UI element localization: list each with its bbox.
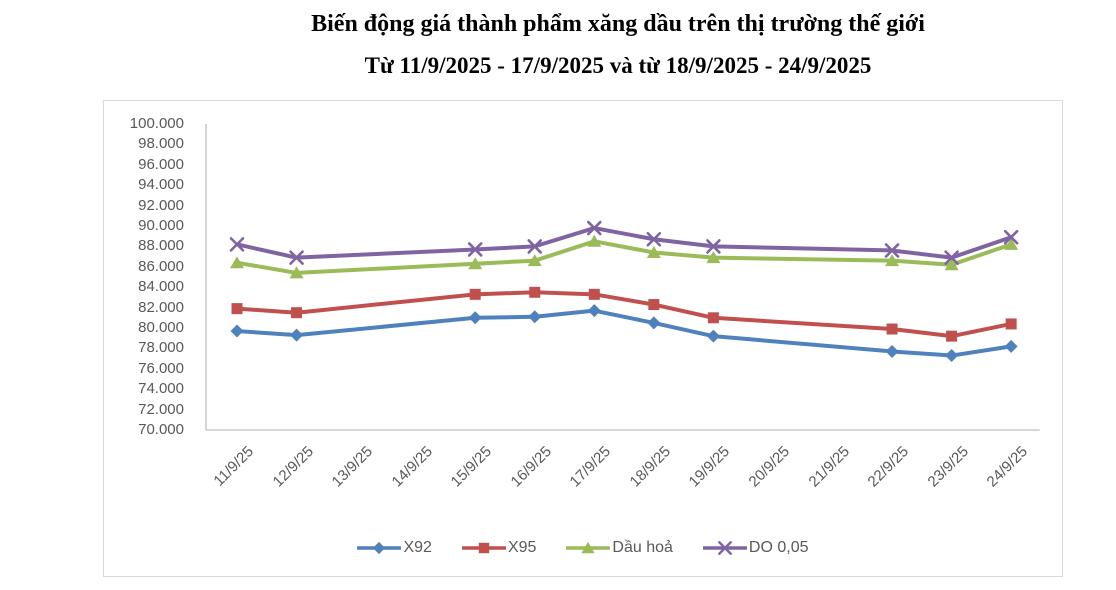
data-point-marker-triangle (885, 254, 900, 267)
y-tick-label: 98.000 (138, 135, 184, 153)
line-chart-plot (205, 124, 1040, 431)
data-point-marker-diamond (587, 304, 601, 318)
series-line (235, 290, 1014, 339)
data-point-marker-x (527, 239, 543, 254)
data-point-marker-square (529, 286, 541, 298)
series-x92 (230, 304, 1018, 363)
y-tick-label: 88.000 (138, 237, 184, 255)
y-tick-label: 80.000 (138, 319, 184, 336)
data-point-marker-square (231, 303, 243, 315)
data-point-marker-x (229, 237, 245, 252)
chart-title-line1: Biến động giá thành phẩm xăng dầu trên t… (311, 11, 925, 37)
data-point-marker-triangle (706, 251, 721, 264)
data-point-marker-square (648, 299, 660, 311)
y-tick-label: 96.000 (138, 155, 184, 173)
legend-item-do-0-05: DO 0,05 (702, 539, 809, 557)
y-tick-label: 82.000 (138, 298, 184, 316)
data-point-marker-square (886, 323, 898, 335)
data-point-marker-x (706, 239, 721, 254)
data-point-marker-diamond (885, 344, 899, 358)
series-x95 (231, 286, 1017, 342)
data-point-marker-diamond (230, 324, 244, 338)
data-point-marker-triangle (587, 234, 602, 247)
y-tick-label: 74.000 (138, 380, 184, 398)
series-do-0-05 (229, 220, 1019, 265)
data-point-marker-triangle (230, 256, 244, 269)
chart-title: Biến động giá thành phẩm xăng dầu trên t… (120, 8, 1116, 81)
y-tick-label: 90.000 (138, 217, 184, 234)
data-point-marker-triangle (1004, 237, 1019, 250)
data-point-marker-triangle (468, 257, 483, 270)
data-point-marker-square (1005, 318, 1017, 330)
data-point-marker-diamond (945, 349, 959, 363)
chart-frame: 100.000 98.000 96.000 94.000 92.000 90.000 88.… (103, 100, 1063, 577)
data-point-marker-diamond (706, 329, 720, 343)
data-point-marker-diamond (528, 310, 542, 324)
data-point-marker-diamond (647, 316, 661, 330)
y-tick-label: 84.000 (138, 278, 184, 296)
data-point-marker-x (884, 243, 900, 258)
data-point-marker-x (587, 220, 602, 236)
legend-marker-triangle-icon (566, 541, 611, 554)
legend-label: DO 0,05 (748, 539, 809, 556)
legend-marker-diamond-icon (357, 541, 402, 555)
data-point-marker-x (944, 250, 959, 265)
data-point-marker-square (707, 312, 719, 324)
data-point-marker-square (588, 288, 600, 300)
data-point-marker-square (946, 330, 958, 342)
data-point-marker-x (1003, 229, 1019, 245)
series-line (235, 308, 1014, 358)
chart-title-line2: Từ 11/9/2025 - 17/9/2025 và từ 18/9/2025… (364, 53, 872, 79)
data-point-marker-triangle (944, 258, 959, 271)
series-line (235, 239, 1014, 275)
data-point-marker-triangle (289, 266, 304, 279)
data-point-marker-triangle (527, 254, 542, 267)
data-point-marker-square (291, 307, 303, 319)
chart-legend: X92 X95 Dầu hoả DO 0,05 (104, 537, 1062, 559)
y-tick-label: 78.000 (138, 339, 184, 357)
y-tick-label: 72.000 (138, 400, 184, 418)
legend-marker-x-icon (702, 541, 747, 555)
legend-item-d-u-ho-: Dầu hoả (566, 539, 673, 557)
data-point-marker-x (646, 231, 662, 247)
legend-label: Dầu hoả (612, 539, 673, 556)
legend-label: X95 (507, 539, 537, 556)
legend-item-x95: X95 (461, 539, 537, 557)
legend-marker-square-icon (461, 542, 506, 554)
y-tick-label: 92.000 (138, 196, 184, 214)
data-point-marker-diamond (290, 328, 304, 342)
data-point-marker-diamond (1004, 339, 1018, 353)
data-point-marker-x (289, 250, 304, 265)
data-point-marker-x (467, 242, 483, 257)
y-tick-label: 94.000 (138, 176, 184, 194)
y-tick-label: 100.000 (129, 115, 184, 132)
y-tick-label: 76.000 (138, 359, 184, 377)
series-line (235, 226, 1014, 260)
legend-label: X92 (403, 539, 432, 556)
y-tick-label: 86.000 (138, 257, 184, 275)
data-point-marker-triangle (646, 246, 661, 259)
data-point-marker-square (469, 288, 481, 300)
data-point-marker-diamond (468, 311, 482, 325)
legend-item-x92: X92 (357, 539, 432, 557)
y-tick-label: 70.000 (138, 421, 184, 438)
series-d-u-ho- (230, 234, 1019, 279)
